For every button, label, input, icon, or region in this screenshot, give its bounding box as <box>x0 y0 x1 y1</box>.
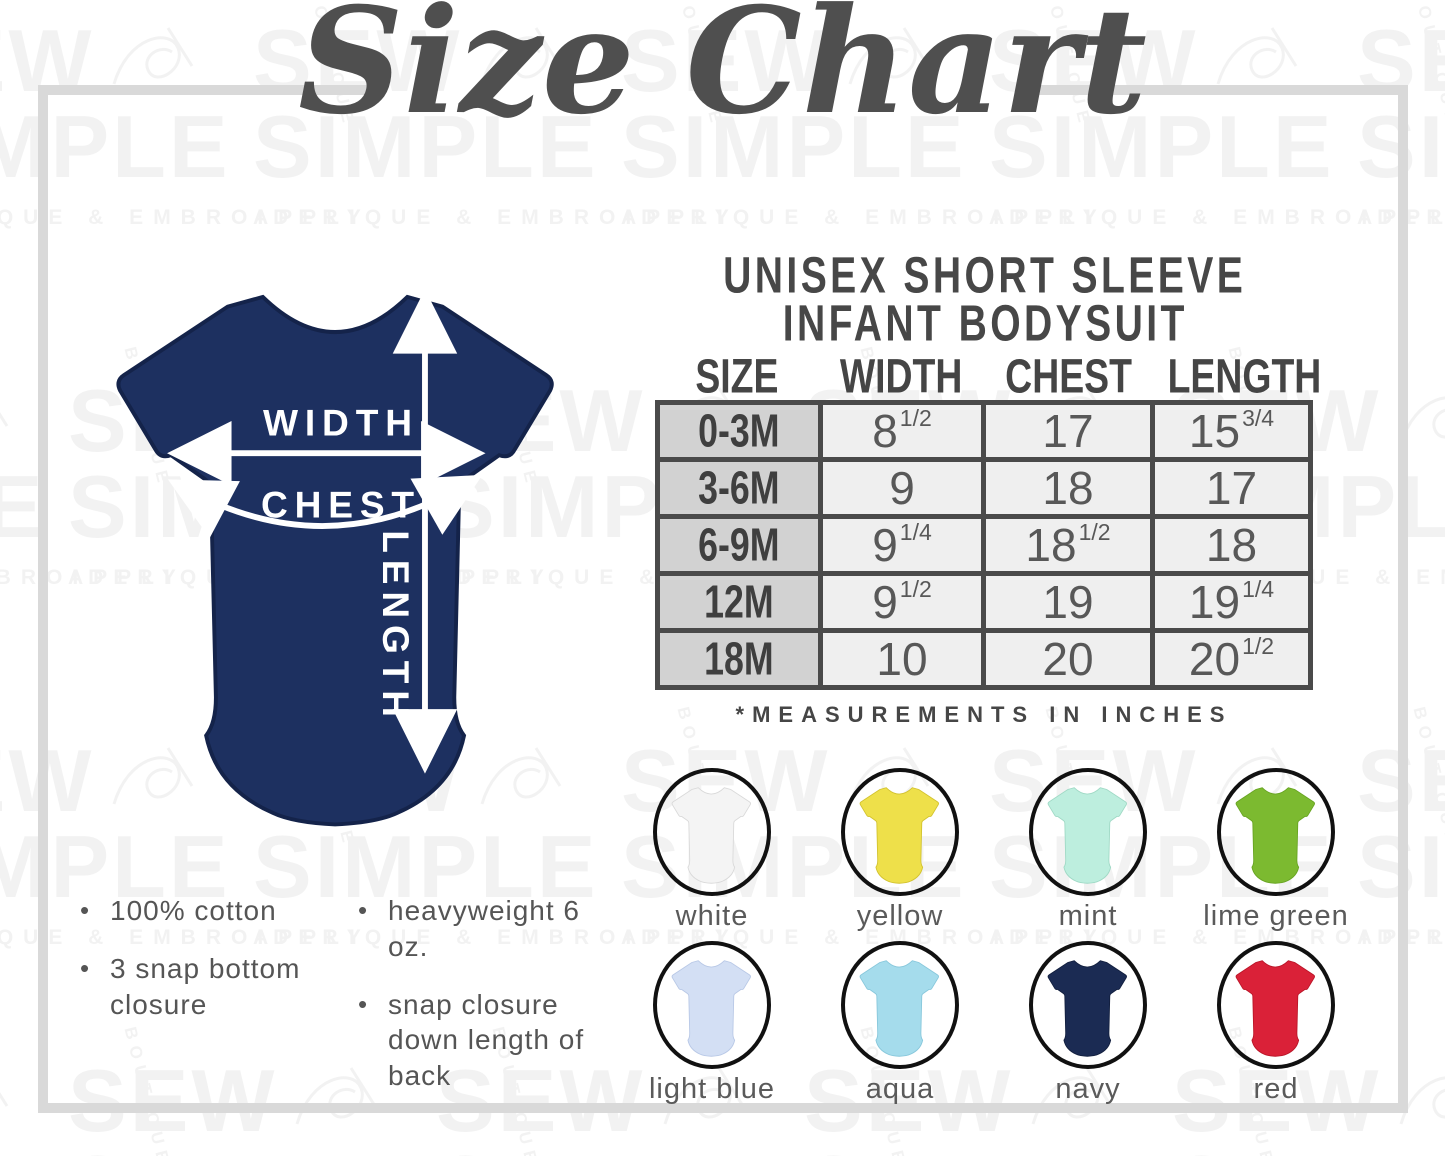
value-cell: 15 3/4 <box>1155 405 1308 457</box>
swatch-circle <box>653 768 771 896</box>
feature-text: 100% cotton <box>110 895 277 926</box>
swatch-circle <box>1217 768 1335 896</box>
table-column-headers: SIZE WIDTH CHEST LENGTH <box>655 350 1321 404</box>
length-label: LENGTH <box>375 530 417 724</box>
column-header-length: LENGTH <box>1167 349 1322 404</box>
swatch-circle <box>1029 768 1147 896</box>
feature-text: 3 snap bottom closure <box>110 952 301 1020</box>
value-cell: 9 1/4 <box>823 519 981 571</box>
features-col-1: • 100% cotton • 3 snap bottom closure <box>80 893 330 1094</box>
size-cell: 3-6M <box>660 462 818 514</box>
bullet-dot: • <box>80 895 91 925</box>
swatch-label: yellow <box>856 900 944 932</box>
swatch-circle <box>1217 941 1335 1069</box>
size-cell: 12M <box>660 576 818 628</box>
column-header-width: WIDTH <box>839 349 963 404</box>
swatch-label: white <box>675 900 749 932</box>
frame-border-right <box>1398 85 1408 1113</box>
measurements-note: *MEASUREMENTS IN INCHES <box>735 702 1233 727</box>
swatch-mint: mint <box>994 768 1182 933</box>
value-cell: 18 1/2 <box>986 519 1150 571</box>
swatch-circle <box>841 941 959 1069</box>
value-cell: 8 1/2 <box>823 405 981 457</box>
size-cell: 6-9M <box>660 519 818 571</box>
size-cell: 18M <box>660 633 818 685</box>
value-cell: 18 <box>986 462 1150 514</box>
bodysuit-icon <box>1235 787 1315 884</box>
value-cell: 17 <box>986 405 1150 457</box>
value-cell: 19 <box>986 576 1150 628</box>
chest-label: CHEST <box>261 484 421 526</box>
swatch-label: light blue <box>648 1073 776 1105</box>
bodysuit-icon <box>671 960 751 1057</box>
value-cell: 20 1/2 <box>1155 633 1308 685</box>
swatch-label: navy <box>1055 1073 1121 1105</box>
bodysuit-silhouette <box>116 294 554 827</box>
feature-text: heavyweight 6 oz. <box>388 895 581 962</box>
swatch-yellow: yellow <box>806 768 994 933</box>
column-header-size: SIZE <box>695 349 779 404</box>
needle-doodle-icon <box>0 1091 9 1107</box>
product-heading-line2: INFANT BODYSUIT <box>782 294 1188 352</box>
value-cell: 18 <box>1155 519 1308 571</box>
frame-border-bottom <box>38 1103 1408 1113</box>
swatch-label: red <box>1253 1073 1299 1105</box>
swatch-white: white <box>618 768 806 933</box>
features-col-2: • heavyweight 6 oz. • snap closure down len… <box>358 893 628 1094</box>
width-label: WIDTH <box>263 402 419 444</box>
bodysuit-icon <box>671 787 751 884</box>
bodysuit-icon <box>1235 960 1315 1057</box>
product-heading: UNISEX SHORT SLEEVE INFANT BODYSUIT <box>655 246 1315 352</box>
value-cell: 10 <box>823 633 981 685</box>
value-cell: 19 1/4 <box>1155 576 1308 628</box>
column-header-chest: CHEST <box>1005 349 1132 404</box>
swatch-lime-green: lime green <box>1182 768 1370 933</box>
swatch-circle <box>1029 941 1147 1069</box>
bullet-dot: • <box>358 988 369 1019</box>
swatch-circle <box>841 768 959 896</box>
value-cell: 17 <box>1155 462 1308 514</box>
bodysuit-icon <box>1047 787 1127 884</box>
swatch-circle <box>653 941 771 1069</box>
swatch-aqua: aqua <box>806 941 994 1106</box>
feature-list: • 100% cotton • 3 snap bottom closure • heav… <box>80 893 628 1094</box>
size-table: 0-3M 8 1/2 17 15 3/4 3-6M 9 18 17 6-9M 9 1/4 18 1/2 18 1… <box>655 400 1313 690</box>
feature-item: • heavyweight 6 oz. <box>358 893 628 965</box>
swatch-label: mint <box>1058 900 1118 932</box>
bodysuit-icon <box>1047 960 1127 1057</box>
product-heading-line1: UNISEX SHORT SLEEVE <box>723 246 1247 304</box>
bodysuit-icon <box>859 960 939 1057</box>
swatch-label: aqua <box>865 1073 935 1105</box>
bullet-dot: • <box>358 895 369 925</box>
size-cell: 0-3M <box>660 405 818 457</box>
feature-item: • snap closure down length of back <box>358 987 628 1094</box>
value-cell: 20 <box>986 633 1150 685</box>
swatch-light-blue: light blue <box>618 941 806 1106</box>
feature-item: • 100% cotton <box>80 893 330 929</box>
color-swatches: white yellow mint lime green light blue aqua n… <box>618 768 1370 1106</box>
swatch-red: red <box>1182 941 1370 1106</box>
swatch-navy: navy <box>994 941 1182 1106</box>
needle-doodle-icon <box>0 411 9 427</box>
page-title: Size Chart <box>298 0 1147 147</box>
bodysuit-diagram: WIDTH CHEST LENGTH <box>116 289 554 827</box>
frame-border-top-left <box>38 85 385 95</box>
bodysuit-icon <box>859 787 939 884</box>
value-cell: 9 <box>823 462 981 514</box>
feature-item: • 3 snap bottom closure <box>80 951 330 1023</box>
swatch-label: lime green <box>1203 900 1349 932</box>
bullet-dot: • <box>80 952 91 983</box>
feature-text: snap closure down length of back <box>388 988 585 1092</box>
frame-border-left <box>38 85 48 1113</box>
frame-border-top-right <box>1035 85 1408 95</box>
value-cell: 9 1/2 <box>823 576 981 628</box>
